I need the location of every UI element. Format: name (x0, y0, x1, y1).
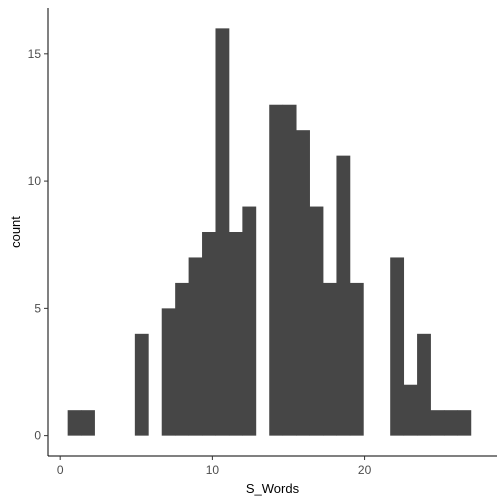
histogram-bar (403, 384, 418, 436)
histogram-bar (188, 257, 203, 436)
histogram-bar (134, 333, 149, 436)
histogram-bar (81, 410, 95, 436)
y-tick-label: 10 (28, 174, 42, 188)
histogram-bar (390, 257, 405, 436)
histogram-bar (215, 28, 230, 436)
histogram-bars (67, 28, 472, 436)
x-tick-label: 10 (206, 463, 220, 477)
histogram-bar (417, 333, 431, 436)
histogram-bar (323, 282, 337, 436)
histogram-bar (228, 232, 243, 436)
y-tick-label: 5 (34, 301, 41, 315)
histogram-bar (443, 410, 458, 436)
histogram-bar (309, 206, 324, 436)
histogram-bar (67, 410, 82, 436)
histogram-bar (430, 410, 445, 436)
histogram-bar (175, 282, 190, 436)
histogram-bar (296, 130, 310, 436)
x-tick-label: 20 (358, 463, 372, 477)
histogram-bar (349, 282, 364, 436)
histogram-bar (457, 410, 472, 436)
x-axis-title: S_Words (246, 481, 300, 496)
y-axis-title: count (8, 216, 23, 248)
histogram-bar (336, 155, 351, 436)
x-tick-label: 0 (57, 463, 64, 477)
y-axis-ticks: 0 5 10 15 (28, 47, 48, 443)
histogram-bar (202, 232, 216, 436)
histogram-bar (242, 206, 257, 436)
x-axis-ticks: 0 10 20 (57, 456, 372, 477)
histogram-bar (161, 308, 176, 436)
y-tick-label: 0 (34, 429, 41, 443)
histogram-bar (269, 104, 284, 436)
histogram-bar (282, 104, 297, 436)
y-tick-label: 15 (28, 47, 42, 61)
